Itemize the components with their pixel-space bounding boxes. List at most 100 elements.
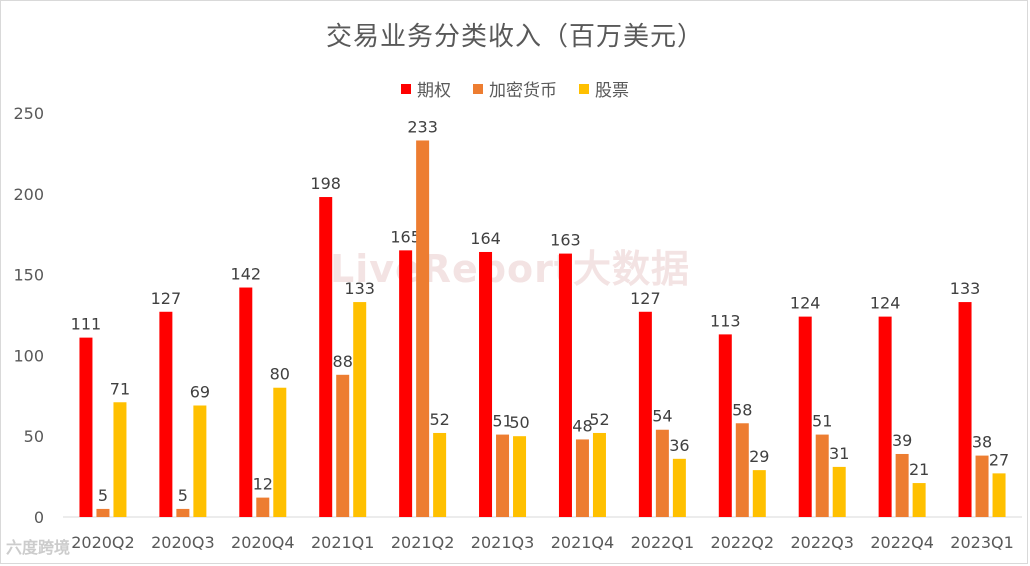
y-tick-label: 250: [13, 104, 44, 123]
legend-label-equities: 股票: [595, 81, 629, 101]
x-tick-label: 2021Q4: [551, 533, 615, 552]
bar: [273, 387, 287, 517]
x-tick-label: 2021Q3: [471, 533, 535, 552]
x-tick-label: 2023Q1: [950, 533, 1014, 552]
bar: [256, 497, 270, 517]
bar: [193, 405, 207, 517]
x-tick-label: 2021Q2: [391, 533, 455, 552]
data-label: 124: [790, 294, 821, 313]
bar: [496, 434, 510, 517]
footer-logo: 六度跨境: [6, 538, 71, 557]
x-tick-label: 2020Q4: [231, 533, 295, 552]
data-label: 133: [344, 279, 375, 298]
data-label: 164: [470, 229, 501, 248]
legend-label-options: 期权: [417, 81, 451, 101]
y-tick-label: 0: [34, 508, 44, 527]
bar: [718, 334, 732, 517]
data-label: 80: [270, 365, 290, 384]
bar: [575, 439, 589, 517]
data-label: 12: [253, 475, 273, 494]
data-label: 36: [669, 436, 689, 455]
bar: [336, 374, 350, 517]
bar: [878, 316, 892, 517]
data-label: 51: [812, 412, 832, 431]
data-label: 21: [909, 460, 929, 479]
x-tick-label: 2022Q1: [631, 533, 695, 552]
data-label: 198: [310, 174, 341, 193]
legend-item-crypto: 加密货币: [473, 76, 557, 101]
bar: [479, 251, 493, 517]
bar: [513, 436, 527, 517]
y-tick-label: 200: [13, 185, 44, 204]
bar: [399, 250, 413, 518]
data-label: 51: [492, 412, 512, 431]
data-label: 58: [732, 400, 752, 419]
bar: [912, 483, 926, 517]
legend-swatch-crypto: [473, 83, 483, 94]
data-label: 48: [572, 416, 592, 435]
legend-item-options: 期权: [401, 76, 451, 101]
bar: [239, 287, 253, 517]
data-label: 38: [972, 433, 992, 452]
legend-item-equities: 股票: [579, 76, 629, 101]
y-tick-label: 100: [13, 346, 44, 365]
bar: [113, 402, 127, 517]
data-label: 124: [870, 294, 901, 313]
data-label: 39: [892, 431, 912, 450]
bar: [895, 453, 909, 517]
x-tick-label: 2020Q2: [71, 533, 135, 552]
bar: [159, 311, 173, 517]
data-label: 5: [98, 486, 108, 505]
bar: [79, 337, 93, 517]
bar: [96, 508, 110, 517]
data-label: 233: [407, 117, 438, 136]
x-tick-label: 2022Q4: [870, 533, 934, 552]
bar: [992, 473, 1006, 517]
data-label: 127: [151, 289, 182, 308]
data-label: 5: [178, 486, 188, 505]
data-label: 69: [190, 382, 210, 401]
bar: [319, 197, 333, 518]
bar: [958, 302, 972, 517]
data-label: 27: [989, 450, 1009, 469]
bar: [433, 432, 447, 517]
chart-legend: 期权 加密货币 股票: [0, 76, 1030, 101]
x-tick-label: 2022Q2: [711, 533, 775, 552]
data-label: 71: [110, 379, 130, 398]
data-label: 50: [509, 413, 529, 432]
data-label: 133: [950, 279, 981, 298]
data-label: 54: [652, 407, 672, 426]
data-label: 31: [829, 444, 849, 463]
data-label: 165: [390, 227, 421, 246]
data-label: 111: [71, 315, 102, 334]
data-label: 127: [630, 289, 661, 308]
x-tick-label: 2020Q3: [151, 533, 215, 552]
bar: [638, 311, 652, 517]
bar: [416, 140, 430, 518]
legend-label-crypto: 加密货币: [489, 81, 557, 101]
data-label: 52: [589, 410, 609, 429]
bar: [815, 434, 829, 517]
data-label: 29: [749, 447, 769, 466]
bar: [752, 470, 766, 517]
bar: [832, 466, 846, 517]
bar: [353, 302, 367, 517]
data-label: 52: [429, 410, 449, 429]
y-tick-label: 150: [13, 266, 44, 285]
bar: [176, 508, 190, 517]
watermark: LiveReport大数据: [330, 247, 691, 291]
bar: [655, 429, 669, 517]
bar: [735, 423, 749, 517]
chart-title: 交易业务分类收入（百万美元）: [325, 22, 704, 52]
data-label: 163: [550, 231, 581, 250]
bar: [592, 432, 606, 517]
data-label: 142: [231, 265, 262, 284]
data-label: 88: [333, 352, 353, 371]
x-tick-label: 2021Q1: [311, 533, 375, 552]
bar: [558, 253, 572, 518]
x-tick-label: 2022Q3: [790, 533, 854, 552]
bar: [672, 458, 686, 517]
y-tick-label: 50: [24, 427, 44, 446]
